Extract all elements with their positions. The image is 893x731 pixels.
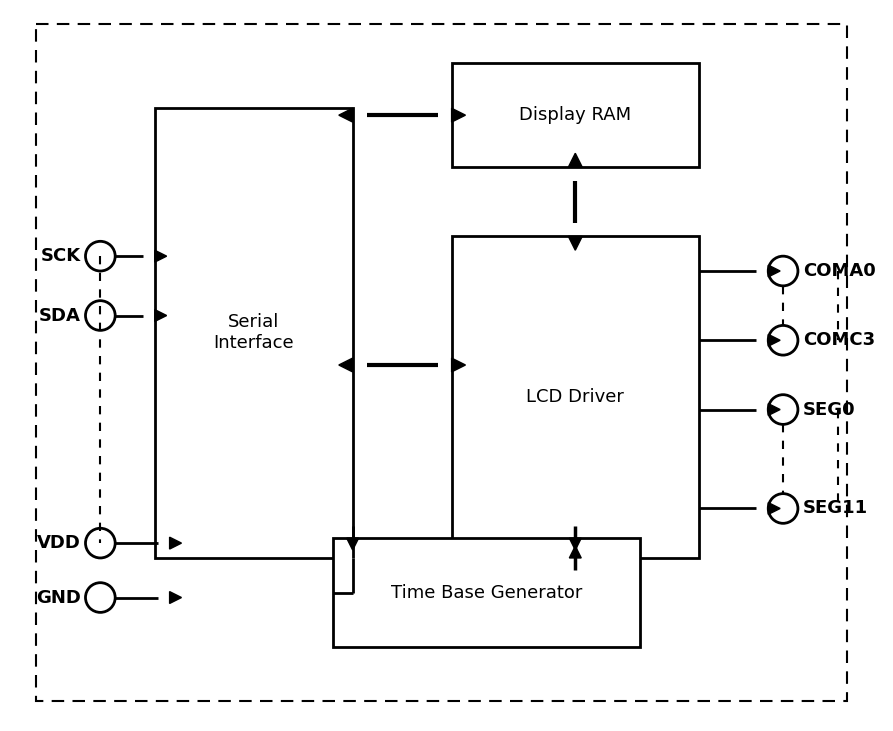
Text: Serial
Interface: Serial Interface bbox=[213, 314, 294, 352]
Bar bbox=[154, 107, 353, 558]
Polygon shape bbox=[154, 310, 167, 322]
Polygon shape bbox=[170, 591, 181, 604]
Text: COMA0: COMA0 bbox=[803, 262, 876, 280]
Text: SEG11: SEG11 bbox=[803, 499, 868, 518]
Text: LCD Driver: LCD Driver bbox=[526, 388, 624, 406]
Polygon shape bbox=[338, 358, 353, 372]
Bar bbox=[333, 538, 639, 647]
Text: GND: GND bbox=[36, 588, 80, 607]
Text: Display RAM: Display RAM bbox=[519, 106, 631, 124]
Polygon shape bbox=[570, 538, 581, 550]
Polygon shape bbox=[346, 538, 359, 550]
Text: VDD: VDD bbox=[37, 534, 80, 552]
Text: COMC3: COMC3 bbox=[803, 331, 875, 349]
Polygon shape bbox=[452, 358, 465, 372]
Text: SCK: SCK bbox=[40, 247, 80, 265]
Bar bbox=[452, 236, 699, 558]
Text: SEG0: SEG0 bbox=[803, 401, 855, 419]
Polygon shape bbox=[570, 546, 581, 558]
Polygon shape bbox=[154, 250, 167, 262]
Polygon shape bbox=[452, 108, 465, 122]
Polygon shape bbox=[768, 404, 780, 415]
Polygon shape bbox=[568, 236, 582, 250]
Bar bbox=[452, 63, 699, 167]
Polygon shape bbox=[170, 537, 181, 549]
Text: SDA: SDA bbox=[38, 306, 80, 325]
Polygon shape bbox=[338, 108, 353, 122]
Polygon shape bbox=[568, 154, 582, 167]
Text: Time Base Generator: Time Base Generator bbox=[390, 583, 582, 602]
Polygon shape bbox=[768, 334, 780, 346]
Polygon shape bbox=[768, 265, 780, 277]
Polygon shape bbox=[768, 502, 780, 515]
